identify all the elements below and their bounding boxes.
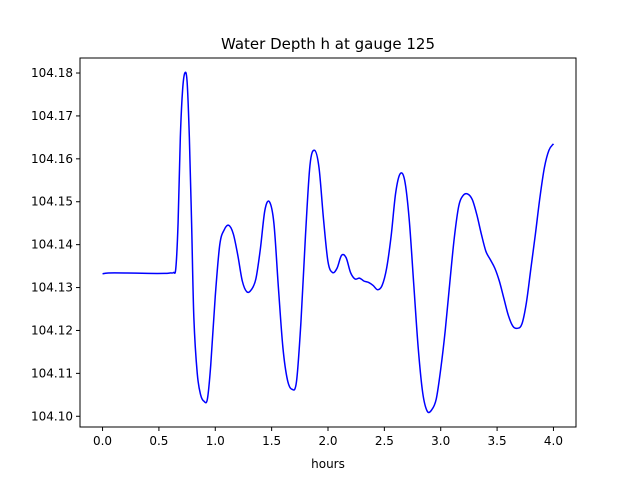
plot-area: 0.0 0.5 1.0 1.5 2.0 2.5 3.0 3.5 4.0 104.10 104.11… xyxy=(31,57,577,448)
series-layer xyxy=(102,71,555,414)
x-tick-label: 2.0 xyxy=(318,434,337,448)
x-tick-label: 2.5 xyxy=(375,434,394,448)
y-tick-label: 104.13 xyxy=(31,281,73,295)
chart-title: Water Depth h at gauge 125 xyxy=(221,35,435,53)
x-tick-label: 3.0 xyxy=(431,434,450,448)
x-axis: 0.0 0.5 1.0 1.5 2.0 2.5 3.0 3.5 4.0 xyxy=(93,427,563,448)
y-tick-label: 104.11 xyxy=(31,366,73,380)
x-tick-label: 0.0 xyxy=(93,434,112,448)
y-tick-label: 104.12 xyxy=(31,323,73,337)
x-axis-label: hours xyxy=(311,457,345,471)
y-tick-label: 104.15 xyxy=(31,195,73,209)
y-tick-label: 104.18 xyxy=(31,66,73,80)
y-tick-label: 104.16 xyxy=(31,152,73,166)
x-tick-label: 4.0 xyxy=(544,434,563,448)
y-tick-label: 104.14 xyxy=(31,238,73,252)
x-tick-label: 1.5 xyxy=(262,434,281,448)
y-axis: 104.10 104.11 104.12 104.13 104.14 104.15 104.… xyxy=(31,66,80,423)
x-tick-label: 0.5 xyxy=(149,434,168,448)
y-tick-label: 104.10 xyxy=(31,409,73,423)
x-tick-label: 1.0 xyxy=(206,434,225,448)
x-tick-label: 3.5 xyxy=(488,434,507,448)
y-tick-label: 104.17 xyxy=(31,109,73,123)
series-line-0 xyxy=(102,71,555,414)
